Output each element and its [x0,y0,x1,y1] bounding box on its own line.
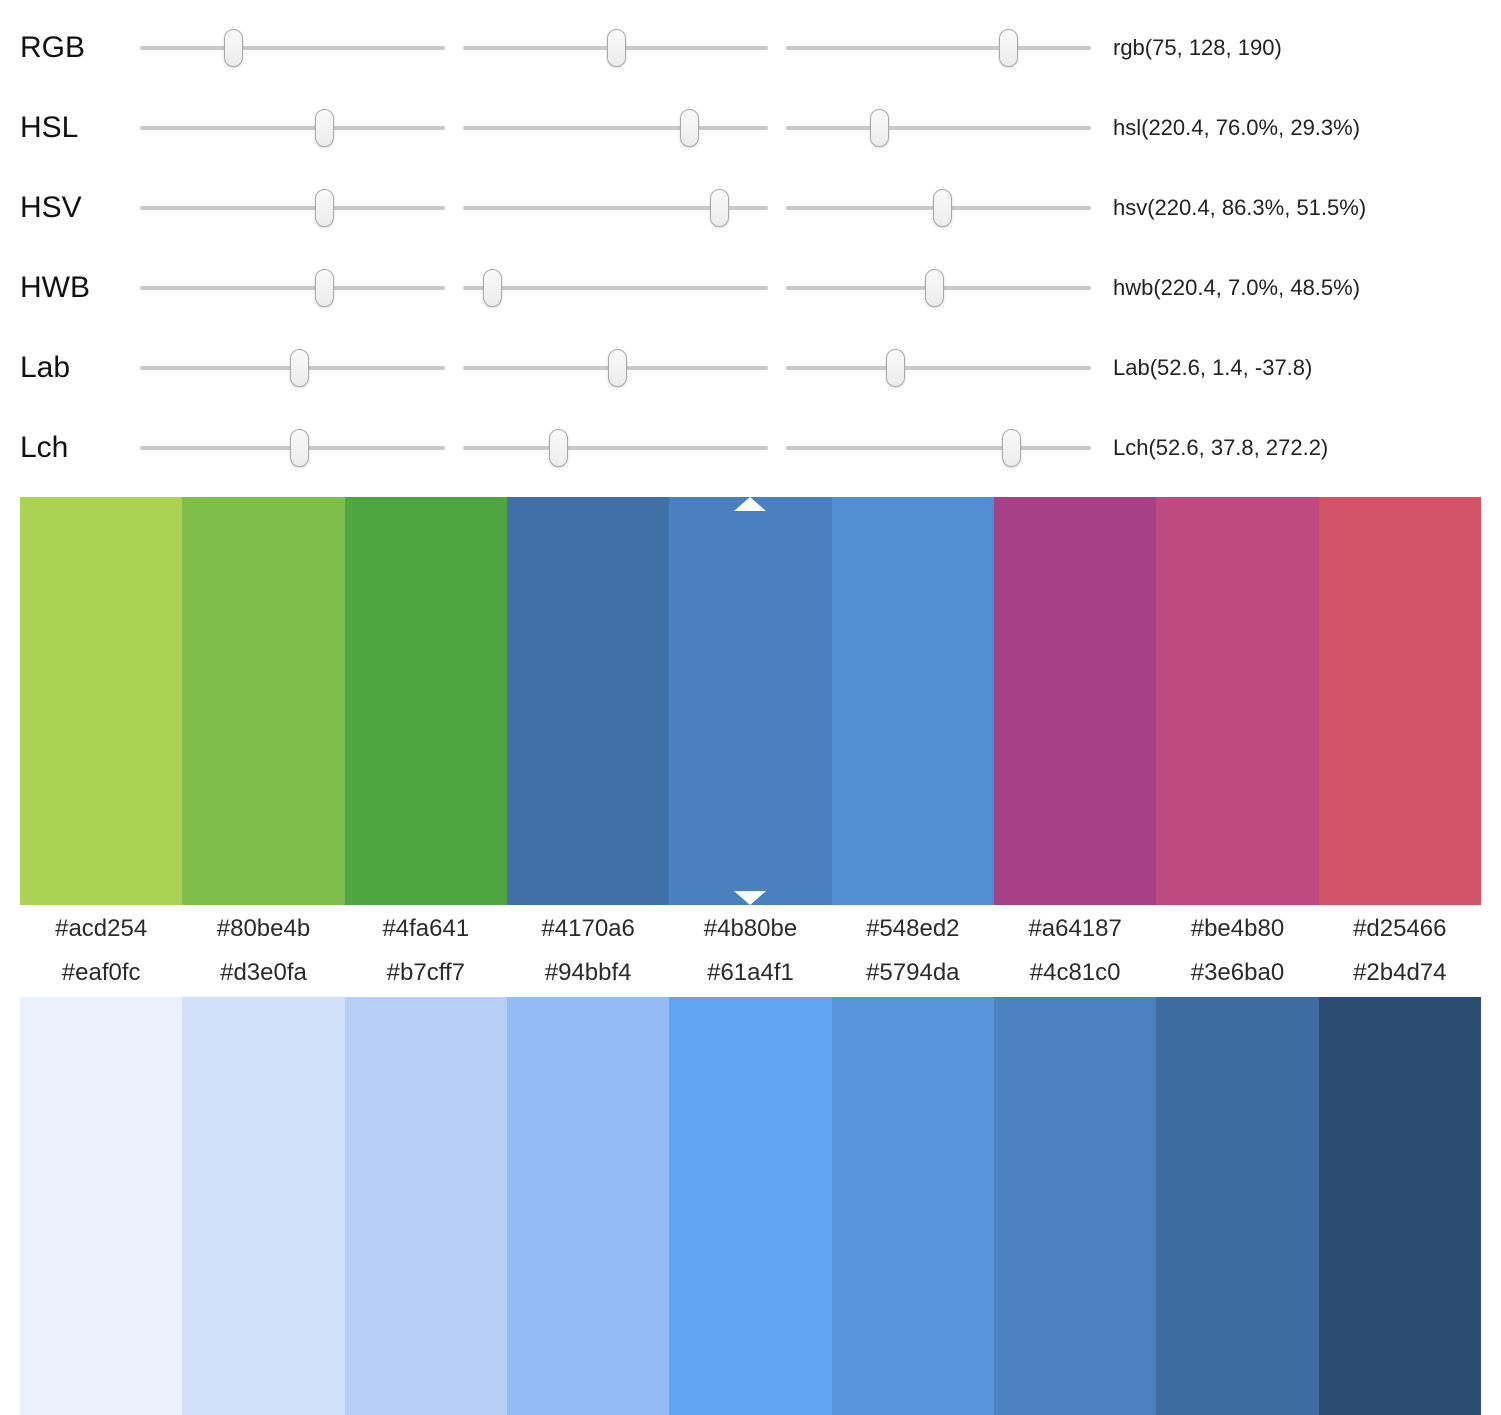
hex-label: #eaf0fc [61,959,141,986]
hwb-label: HWB [20,271,90,304]
selected-swatch-marker-top-icon [734,497,767,511]
rgb-value-text: rgb(75, 128, 190) [1113,35,1282,60]
hsv-value-text: hsv(220.4, 86.3%, 51.5%) [1113,195,1367,220]
color-swatch[interactable] [669,997,832,1415]
hex-label: #80be4b [216,915,311,942]
related-colors-palette [20,497,1481,905]
hwb-slider-w[interactable] [463,266,768,310]
color-swatch[interactable] [506,997,670,1415]
color-swatch[interactable] [831,997,994,1415]
slider-row-hsl: HSL hsl(220.4, 76.0%, 29.3%) [20,88,1501,168]
hex-label: #be4b80 [1190,915,1285,942]
slider-row-lch: Lch Lch(52.6, 37.8, 272.2) [20,408,1501,488]
hex-label: #3e6ba0 [1190,959,1285,986]
color-swatch[interactable] [182,497,345,905]
slider-row-lab: Lab Lab(52.6, 1.4, -37.8) [20,328,1501,408]
slider-row-hwb: HWB hwb(220.4, 7.0%, 48.5%) [20,248,1501,328]
lab-label: Lab [20,351,71,384]
color-swatch[interactable] [1156,497,1319,905]
color-swatch[interactable] [993,497,1157,905]
color-swatch[interactable] [993,997,1157,1415]
slider-row-rgb: RGB rgb(75, 128, 190) [20,8,1501,88]
color-swatch[interactable] [506,497,670,905]
color-swatch[interactable] [1318,997,1481,1415]
color-swatch[interactable] [20,997,183,1415]
color-swatch[interactable] [1156,997,1319,1415]
lch-slider-c[interactable] [463,426,768,470]
hsv-slider-h[interactable] [140,186,445,230]
selected-swatch-marker-bottom-icon [734,891,767,905]
lch-value-text: Lch(52.6, 37.8, 272.2) [1113,435,1329,460]
color-swatch[interactable] [831,497,994,905]
hex-label: #4170a6 [541,915,635,942]
color-swatch[interactable] [344,497,507,905]
hsv-label: HSV [20,191,82,224]
color-swatch[interactable] [669,497,832,905]
hsl-label: HSL [20,111,79,144]
hex-label: #acd254 [55,915,148,942]
rgb-slider-g[interactable] [463,26,768,70]
color-swatch[interactable] [182,997,345,1415]
hex-label: #4c81c0 [1029,959,1121,986]
color-swatch[interactable] [1318,497,1481,905]
lab-slider-b[interactable] [786,346,1091,390]
shade-scale-palette [20,997,1481,1415]
hsv-slider-v[interactable] [786,186,1091,230]
rgb-slider-r[interactable] [140,26,445,70]
hex-label: #548ed2 [866,915,960,942]
color-space-sliders: RGB rgb(75, 128, 190) HSL hsl(220.4, 76.… [0,0,1501,488]
lab-slider-a[interactable] [463,346,768,390]
related-colors-hex-labels: #acd254 #80be4b #4fa641 #4170a6 #4b80be #548e… [20,905,1481,951]
hsl-value-text: hsl(220.4, 76.0%, 29.3%) [1113,115,1361,140]
rgb-label: RGB [20,31,86,64]
hex-label: #94bbf4 [544,959,632,986]
hex-label: #d25466 [1353,915,1447,942]
shade-scale-hex-labels: #eaf0fc #d3e0fa #b7cff7 #94bbf4 #61a4f1 #5794… [20,951,1481,997]
lch-label: Lch [20,431,69,464]
hex-label: #a64187 [1028,915,1122,942]
hwb-value-text: hwb(220.4, 7.0%, 48.5%) [1113,275,1361,300]
hex-label: #4b80be [703,915,798,942]
lab-slider-l[interactable] [140,346,445,390]
color-swatch[interactable] [344,997,507,1415]
hex-label: #d3e0fa [220,959,307,986]
hex-label: #5794da [866,959,960,986]
hex-label: #4fa641 [382,915,470,942]
hsl-slider-l[interactable] [786,106,1091,150]
hwb-slider-b[interactable] [786,266,1091,310]
hsl-slider-h[interactable] [140,106,445,150]
lch-slider-l[interactable] [140,426,445,470]
lab-value-text: Lab(52.6, 1.4, -37.8) [1113,355,1313,380]
rgb-slider-b[interactable] [786,26,1091,70]
hsl-slider-s[interactable] [463,106,768,150]
slider-row-hsv: HSV hsv(220.4, 86.3%, 51.5%) [20,168,1501,248]
hwb-slider-h[interactable] [140,266,445,310]
hsv-slider-s[interactable] [463,186,768,230]
lch-slider-h[interactable] [786,426,1091,470]
hex-label: #61a4f1 [707,959,794,986]
hex-label: #b7cff7 [386,959,465,986]
color-swatch[interactable] [20,497,183,905]
hex-label: #2b4d74 [1353,959,1447,986]
